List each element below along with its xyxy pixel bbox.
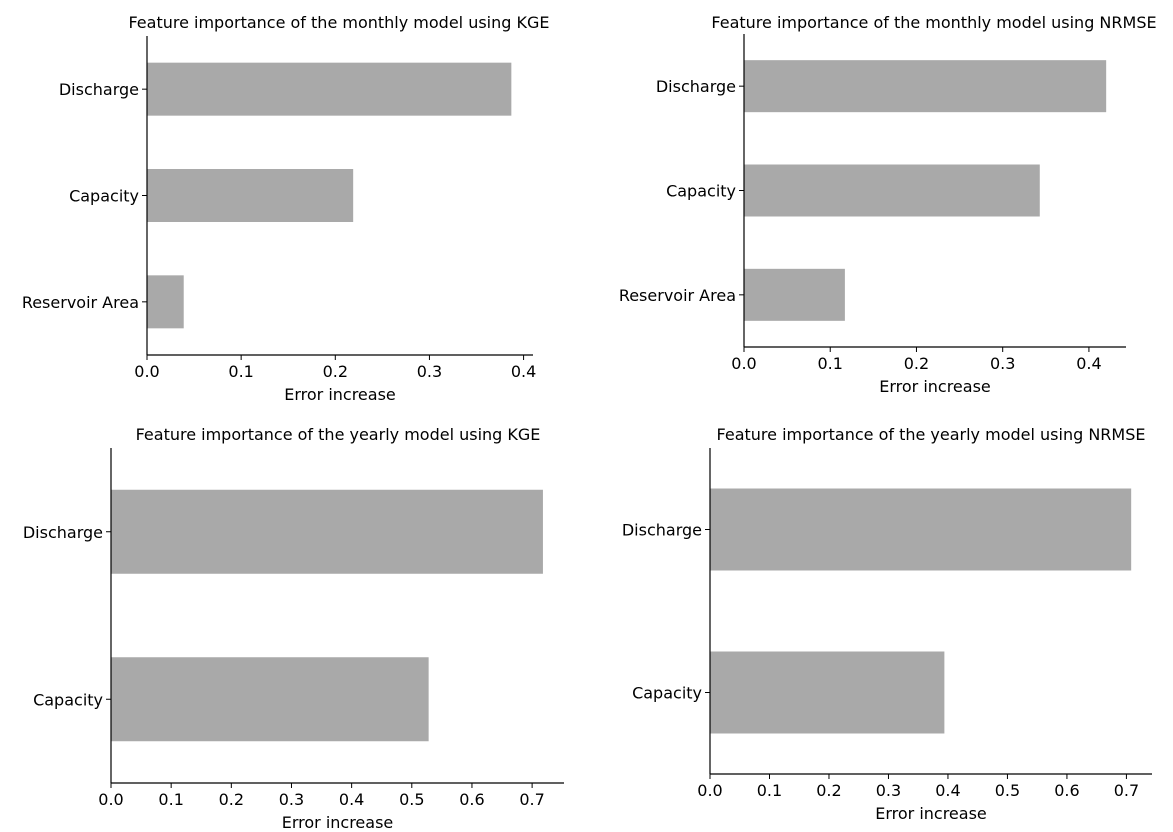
x-tick-label: 0.7 (519, 790, 544, 809)
x-tick-label: 0.5 (995, 781, 1020, 800)
y-tick-label: Capacity (666, 182, 736, 201)
chart-panel-1: Feature importance of the monthly model … (22, 13, 550, 404)
x-tick-label: 0.4 (339, 790, 364, 809)
x-tick-label: 0.0 (134, 362, 159, 381)
x-tick-label: 0.0 (98, 790, 123, 809)
chart-title: Feature importance of the yearly model u… (136, 425, 541, 444)
x-tick-label: 0.1 (818, 354, 843, 373)
bar-discharge (111, 489, 543, 574)
chart-title: Feature importance of the yearly model u… (717, 425, 1146, 444)
chart-panel-3: Feature importance of the yearly model u… (23, 425, 564, 832)
x-axis-label: Error increase (282, 813, 394, 832)
y-tick-label: Capacity (33, 690, 103, 709)
y-tick-label: Discharge (59, 80, 139, 99)
x-tick-label: 0.0 (731, 354, 756, 373)
x-axis-label: Error increase (284, 385, 396, 404)
x-tick-label: 0.1 (228, 362, 253, 381)
x-tick-label: 0.3 (279, 790, 304, 809)
bar-discharge (710, 488, 1132, 571)
x-tick-label: 0.7 (1114, 781, 1139, 800)
y-tick-label: Reservoir Area (619, 286, 736, 305)
chart-panel-4: Feature importance of the yearly model u… (622, 425, 1152, 823)
bar-discharge (147, 62, 512, 116)
chart-title: Feature importance of the monthly model … (128, 13, 549, 32)
y-tick-label: Discharge (622, 521, 702, 540)
bar-capacity (744, 164, 1040, 217)
bar-capacity (111, 657, 429, 742)
chart-title: Feature importance of the monthly model … (711, 13, 1156, 32)
x-tick-label: 0.2 (323, 362, 348, 381)
x-tick-label: 0.2 (904, 354, 929, 373)
x-tick-label: 0.6 (1054, 781, 1079, 800)
y-tick-label: Capacity (632, 684, 702, 703)
bar-reservoir-area (147, 275, 184, 329)
y-tick-label: Capacity (69, 187, 139, 206)
x-tick-label: 0.5 (399, 790, 424, 809)
x-tick-label: 0.3 (417, 362, 442, 381)
y-tick-label: Reservoir Area (22, 293, 139, 312)
x-tick-label: 0.2 (816, 781, 841, 800)
x-tick-label: 0.4 (1076, 354, 1101, 373)
x-tick-label: 0.2 (219, 790, 244, 809)
y-tick-label: Discharge (656, 77, 736, 96)
bar-capacity (147, 169, 354, 222)
x-tick-label: 0.4 (511, 362, 536, 381)
x-axis-label: Error increase (875, 804, 987, 823)
x-tick-label: 0.1 (158, 790, 183, 809)
x-tick-label: 0.3 (990, 354, 1015, 373)
chart-panel-2: Feature importance of the monthly model … (619, 13, 1157, 396)
x-tick-label: 0.1 (757, 781, 782, 800)
x-tick-label: 0.4 (935, 781, 960, 800)
x-tick-label: 0.3 (876, 781, 901, 800)
y-tick-label: Discharge (23, 523, 103, 542)
x-tick-label: 0.0 (697, 781, 722, 800)
x-axis-label: Error increase (879, 377, 991, 396)
bar-reservoir-area (744, 268, 845, 321)
x-tick-label: 0.6 (459, 790, 484, 809)
bar-capacity (710, 651, 945, 734)
bar-discharge (744, 60, 1107, 113)
